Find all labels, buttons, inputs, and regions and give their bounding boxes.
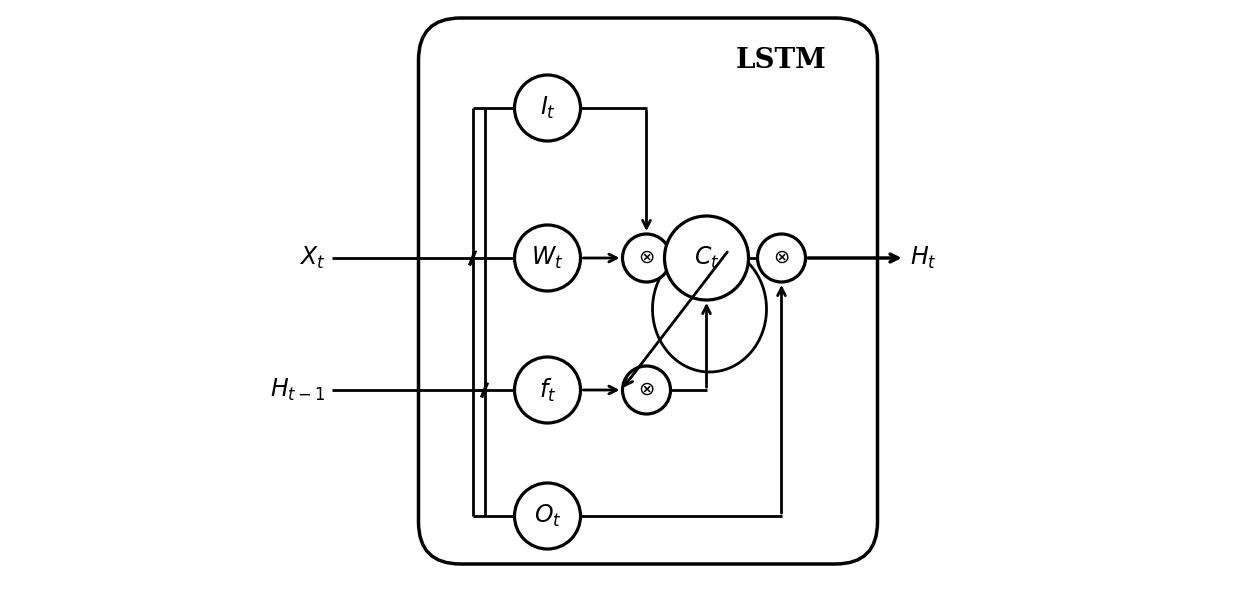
Circle shape bbox=[622, 234, 670, 282]
Text: $X_t$: $X_t$ bbox=[300, 245, 326, 271]
Text: $H_{t-1}$: $H_{t-1}$ bbox=[270, 377, 326, 403]
Circle shape bbox=[514, 225, 581, 291]
Circle shape bbox=[664, 216, 748, 300]
Circle shape bbox=[757, 234, 805, 282]
Circle shape bbox=[514, 75, 581, 141]
Text: $H_t$: $H_t$ bbox=[911, 245, 937, 271]
FancyBboxPatch shape bbox=[419, 18, 877, 564]
Text: LSTM: LSTM bbox=[736, 46, 826, 73]
Text: $\otimes$: $\otimes$ bbox=[638, 249, 654, 267]
Circle shape bbox=[514, 483, 581, 549]
Text: $\otimes$: $\otimes$ bbox=[638, 381, 654, 399]
Text: $W_t$: $W_t$ bbox=[532, 245, 564, 271]
Circle shape bbox=[514, 357, 581, 423]
Text: $f_t$: $f_t$ bbox=[539, 376, 556, 404]
Text: $C_t$: $C_t$ bbox=[694, 245, 720, 271]
Text: $O_t$: $O_t$ bbox=[534, 503, 561, 529]
Circle shape bbox=[622, 366, 670, 414]
Text: $I_t$: $I_t$ bbox=[539, 95, 555, 121]
Text: $\otimes$: $\otimes$ bbox=[773, 249, 789, 267]
